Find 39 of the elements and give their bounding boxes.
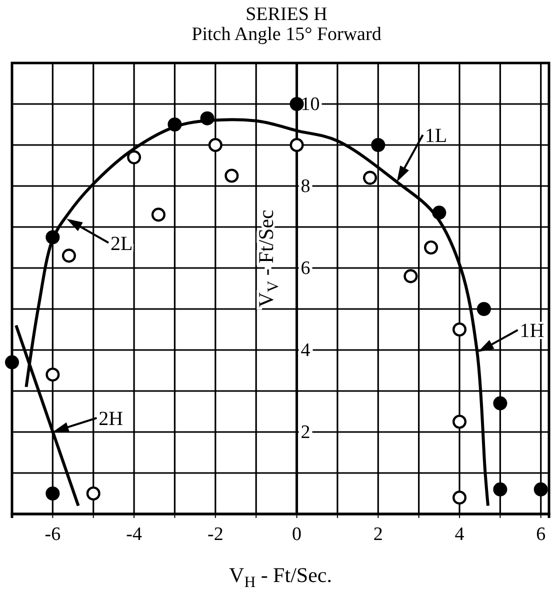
point: [46, 486, 60, 501]
y-tick-label: 8: [300, 176, 310, 198]
annotation: 1L: [424, 124, 448, 147]
x-axis-title: V$_{H}$ - Ft/Sec.: [229, 563, 332, 591]
point: [46, 368, 60, 382]
chart-subtitle: Pitch Angle 15° Forward: [192, 24, 382, 45]
point: [127, 150, 142, 164]
point: [534, 482, 548, 496]
point: [493, 482, 508, 496]
annotation: 2H: [98, 408, 124, 430]
point: [290, 138, 304, 152]
x-tick-label: 6: [536, 524, 546, 545]
y-tick-label: 10: [300, 94, 320, 116]
point: [4, 355, 20, 370]
x-tick-label: -2: [207, 524, 224, 545]
point: [452, 490, 467, 505]
point: [62, 248, 76, 263]
y-tick-label: 6: [300, 258, 310, 280]
point: [151, 208, 166, 222]
point: [362, 170, 378, 185]
chart-title: SERIES H: [246, 4, 328, 25]
point: [208, 138, 222, 152]
point: [493, 396, 508, 410]
point: [404, 269, 418, 284]
x-tick-label: 2: [373, 524, 383, 545]
point: [424, 240, 438, 255]
point: [452, 322, 467, 337]
point: [224, 168, 239, 183]
x-tick-label: 0: [292, 524, 302, 545]
point: [86, 486, 100, 501]
annotation: 2L: [110, 232, 133, 255]
x-tick-label: -6: [44, 524, 61, 545]
point: [476, 302, 491, 316]
y-tick-label: 2: [300, 422, 310, 444]
point: [452, 414, 467, 429]
y-tick-label: 4: [300, 340, 311, 362]
point: [371, 138, 386, 152]
x-tick-label: -4: [126, 524, 142, 545]
x-tick-label: 4: [454, 524, 465, 545]
